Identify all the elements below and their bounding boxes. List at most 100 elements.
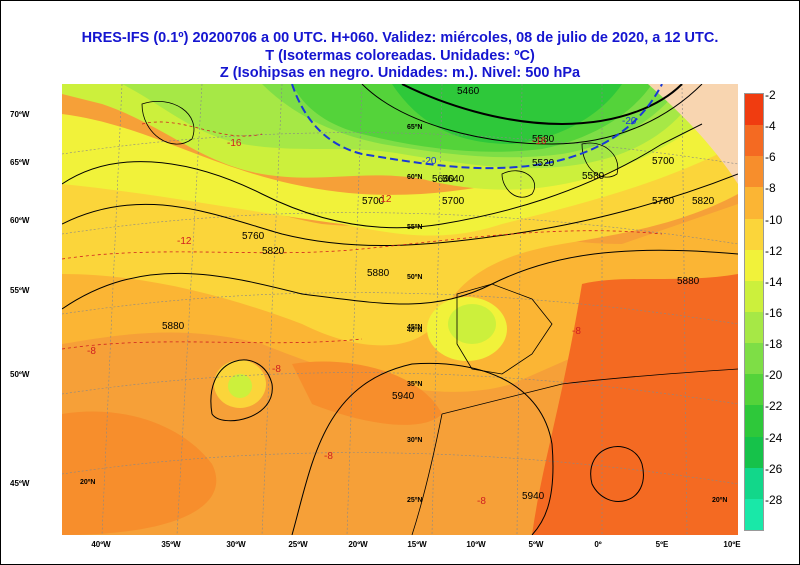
lon-label-30w: 30ºW [226, 540, 246, 549]
svg-text:5820: 5820 [692, 196, 715, 207]
colorbar-label: -22 [765, 399, 783, 414]
colorbar-swatch [745, 374, 763, 406]
colorbar-label: -26 [765, 461, 783, 476]
svg-text:-8: -8 [87, 346, 96, 357]
svg-text:5880: 5880 [367, 268, 390, 279]
colorbar-label: -12 [765, 243, 783, 258]
weather-map: 5460 5520 5580 5640 5700 5760 5820 5880 … [62, 84, 738, 535]
colorbar-swatch [745, 498, 763, 530]
temp-labels: -20 -20 -16 -16 -12 -12 -8 -8 -8 -8 -8 [87, 116, 637, 507]
svg-text:5580: 5580 [582, 171, 605, 182]
svg-text:5460: 5460 [457, 86, 480, 97]
svg-text:5820: 5820 [262, 246, 285, 257]
colorbar-swatch [745, 218, 763, 250]
svg-text:50ºN: 50ºN [407, 274, 422, 281]
svg-text:5520: 5520 [532, 158, 555, 169]
colorbar-label: -6 [765, 150, 776, 165]
graticule [62, 84, 738, 535]
svg-text:45ºN: 45ºN [407, 324, 422, 331]
title-line-3: Z (Isohipsas en negro. Unidades: m.). Ni… [219, 65, 581, 81]
svg-text:35ºN: 35ºN [407, 381, 422, 388]
colorbar-swatch [745, 436, 763, 468]
lon-label-10e: 10ºE [723, 540, 741, 549]
temperature-colorbar [744, 93, 764, 531]
svg-text:25ºN: 25ºN [407, 497, 422, 504]
svg-text:5940: 5940 [522, 491, 545, 502]
inner-lat-labels: 65ºN 60ºN 55ºN 50ºN 45ºN 40ºN 35ºN 30ºN … [80, 124, 727, 504]
warm-region-southwest [62, 411, 217, 535]
colorbar-swatch [745, 343, 763, 375]
colorbar-swatch [745, 249, 763, 281]
svg-text:5640: 5640 [442, 174, 465, 185]
colorbar-swatch [745, 280, 763, 312]
lat-label-60w: 60ºW [10, 216, 30, 225]
lon-label-35w: 35ºW [161, 540, 181, 549]
height-contours [62, 84, 738, 535]
svg-text:-8: -8 [477, 496, 486, 507]
colorbar-label: -24 [765, 430, 783, 445]
lon-label-0: 0º [594, 540, 602, 549]
svg-text:5700: 5700 [362, 196, 385, 207]
colorbar-swatch [745, 405, 763, 437]
svg-text:5880: 5880 [677, 276, 700, 287]
colorbar-swatch [745, 467, 763, 499]
lon-label-25w: 25ºW [288, 540, 308, 549]
svg-text:5580: 5580 [532, 134, 555, 145]
svg-text:-12: -12 [377, 194, 392, 205]
lat-label-55w: 55ºW [10, 286, 30, 295]
temp-contours [62, 121, 663, 350]
svg-text:20ºN: 20ºN [80, 479, 95, 486]
svg-text:60ºN: 60ºN [407, 174, 422, 181]
svg-text:55ºN: 55ºN [407, 224, 422, 231]
colorbar-label: -10 [765, 212, 783, 227]
lon-label-20w: 20ºW [348, 540, 368, 549]
svg-text:30ºN: 30ºN [407, 437, 422, 444]
svg-text:5700: 5700 [652, 156, 675, 167]
svg-text:40ºN: 40ºN [407, 327, 422, 334]
title-line-2: T (Isotermas coloreadas. Unidades: ºC) [265, 48, 535, 64]
temp-band-minus12 [62, 104, 738, 236]
colorbar-label: -2 [765, 88, 776, 102]
svg-text:5760: 5760 [242, 231, 265, 242]
isotherm-minus20 [291, 84, 663, 170]
lon-label-15w: 15ºW [407, 540, 427, 549]
lon-label-5e: 5ºE [655, 540, 669, 549]
colorbar-label: -8 [765, 181, 776, 196]
coastlines [141, 101, 738, 535]
colorbar-swatch [745, 94, 763, 126]
svg-text:5640: 5640 [432, 174, 455, 185]
colorbar-swatch [745, 187, 763, 219]
lat-label-70w: 70ºW [10, 110, 30, 119]
svg-text:-20: -20 [622, 116, 637, 127]
svg-text:5940: 5940 [392, 391, 415, 402]
svg-text:-16: -16 [227, 138, 242, 149]
colorbar-swatch [745, 125, 763, 157]
colorbar-swatch [745, 156, 763, 188]
lat-label-50w: 50ºW [10, 370, 30, 379]
svg-text:-8: -8 [272, 364, 281, 375]
colorbar-label: -20 [765, 368, 783, 383]
svg-text:-16: -16 [532, 136, 547, 147]
lon-label-5w: 5ºW [528, 540, 544, 549]
temp-band-minus22 [392, 84, 622, 144]
svg-text:-8: -8 [324, 451, 333, 462]
svg-text:20ºN: 20ºN [712, 497, 727, 504]
temp-band-minus10 [62, 124, 738, 346]
colorbar-swatch [745, 312, 763, 344]
svg-text:5880: 5880 [162, 321, 185, 332]
svg-text:65ºN: 65ºN [407, 124, 422, 131]
out-of-domain-corner [648, 84, 738, 184]
lon-label-40w: 40ºW [91, 540, 111, 549]
height-labels: 5460 5520 5580 5640 5700 5760 5820 5880 … [162, 86, 715, 502]
colorbar-label: -14 [765, 274, 783, 289]
lon-label-10w: 10ºW [466, 540, 486, 549]
svg-text:-12: -12 [177, 236, 192, 247]
svg-text:5760: 5760 [652, 196, 675, 207]
lat-label-65w: 65ºW [10, 158, 30, 167]
svg-text:-20: -20 [422, 156, 437, 167]
colorbar-label: -16 [765, 306, 783, 320]
svg-text:-8: -8 [572, 326, 581, 337]
colorbar-label: -18 [765, 337, 783, 352]
title-line-1: HRES-IFS (0.1º) 20200706 a 00 UTC. H+060… [81, 30, 719, 46]
lat-label-45w: 45ºW [10, 479, 30, 488]
